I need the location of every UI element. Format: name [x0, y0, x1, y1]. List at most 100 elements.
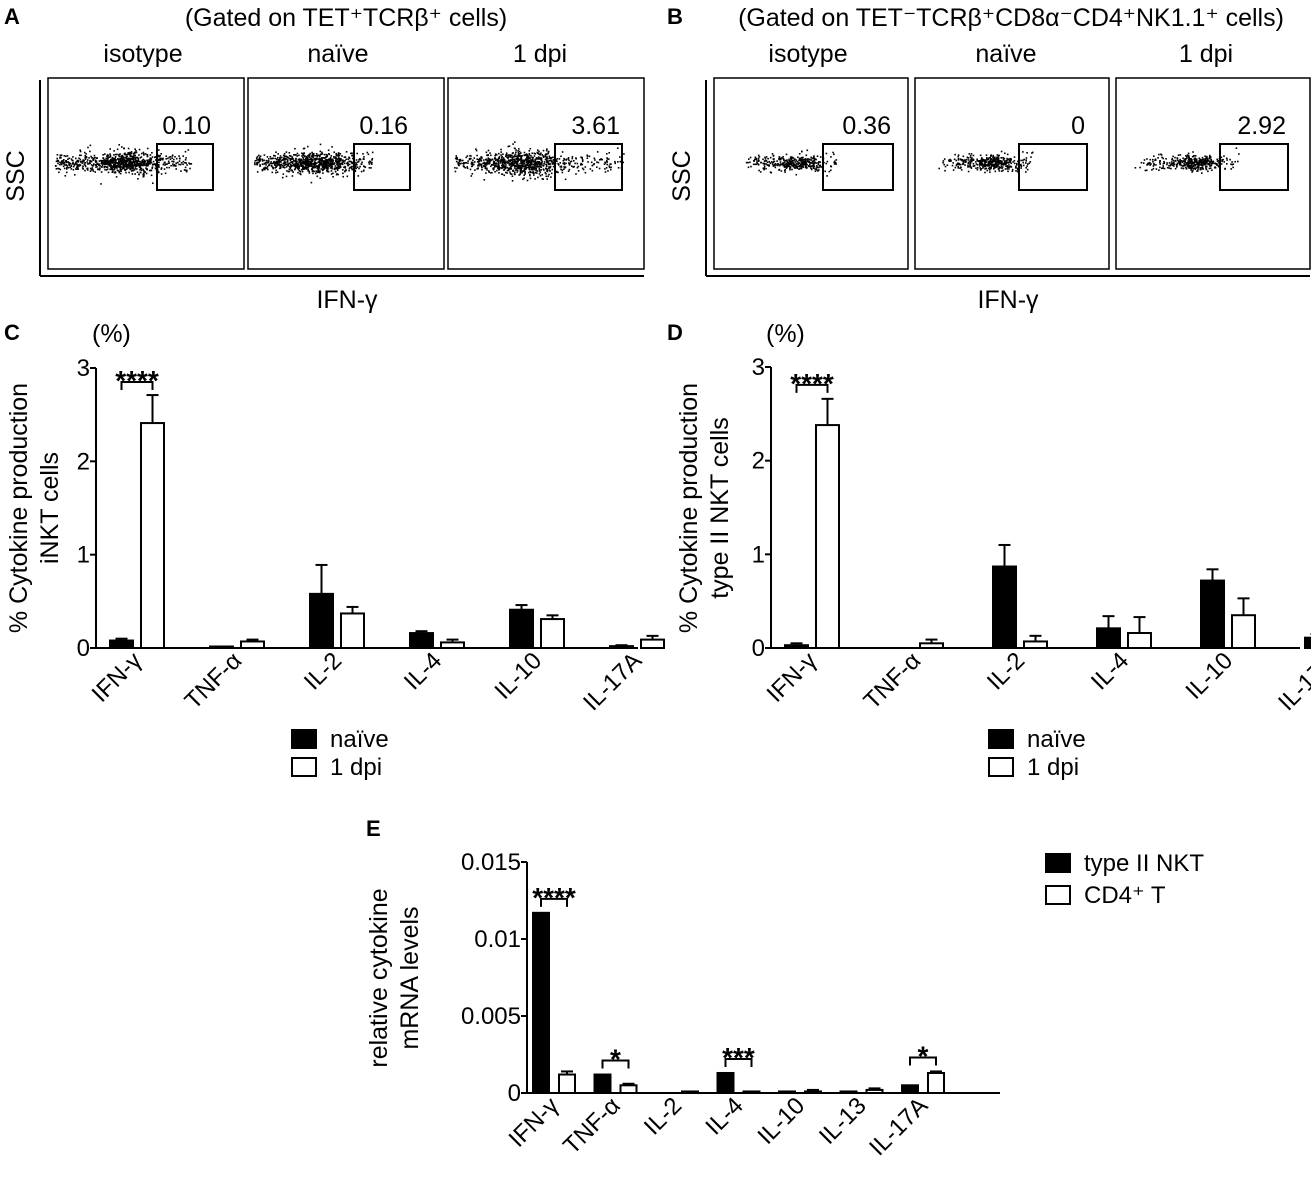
bar [839, 1090, 858, 1094]
y-axis-label-line1: % Cytokine production [5, 383, 33, 633]
x-tick-label: IL-17A [578, 647, 647, 716]
bar-group: IL-4 [399, 630, 465, 695]
gate-percentage: 0 [1071, 112, 1085, 140]
bar [619, 1084, 638, 1095]
bar-group: IFN-γ [762, 397, 840, 708]
y-axis-label: SSC [2, 150, 30, 201]
bar [1023, 640, 1048, 650]
x-tick-label: IL-13 [814, 1092, 872, 1150]
flow-plot-title: isotype [103, 40, 182, 68]
bar [919, 642, 944, 649]
significance-bracket [120, 381, 154, 390]
gating-title: (Gated on TET⁺TCRβ⁺ cells) [185, 4, 507, 32]
bar-group: IL-17A [1273, 632, 1311, 716]
bar [409, 632, 434, 649]
bar [340, 612, 365, 650]
x-tick-label: IL-2 [639, 1092, 687, 1140]
x-axis-label: IFN-γ [977, 286, 1039, 314]
legend-swatch [988, 729, 1014, 749]
significance-stars: *** [722, 1042, 755, 1073]
bar [140, 422, 165, 650]
panel-label: C [4, 320, 20, 345]
y-tick-label: 2 [752, 448, 765, 475]
gating-title: (Gated on TET⁻TCRβ⁺CD8α⁻CD4⁺NK1.1⁺ cells… [738, 4, 1284, 32]
flow-plot-title: isotype [768, 40, 847, 68]
x-tick-label: IL-4 [1086, 647, 1134, 695]
flow-plot: isotype 0.36 [713, 40, 909, 270]
legend-swatch [291, 757, 317, 777]
bar [109, 639, 134, 649]
significance-marker: **** [115, 365, 159, 396]
bar [558, 1073, 576, 1095]
bar [927, 1071, 945, 1094]
bar [540, 618, 565, 649]
bar-group: IL-4 [700, 1071, 761, 1140]
bar [784, 644, 809, 650]
panel-label: A [4, 4, 20, 29]
legend-swatch [1045, 853, 1071, 873]
significance-marker: *** [722, 1042, 755, 1073]
bar [1231, 614, 1256, 650]
x-tick-label: IL-17A [1273, 647, 1311, 716]
x-tick-label: TNF-α [859, 647, 927, 715]
flow-plot: naïve 0 [914, 40, 1110, 270]
bar [609, 645, 634, 650]
bar-group: IFN-γ [87, 394, 165, 708]
flow-plot: naïve 0.16 [247, 40, 445, 270]
gate-percentage: 2.92 [1237, 112, 1286, 140]
legend-swatch [988, 757, 1014, 777]
bar [804, 1090, 822, 1094]
legend-label: naïve [1027, 726, 1086, 753]
significance-bracket [795, 383, 829, 393]
gate-box [1219, 143, 1289, 191]
significance-bracket [601, 1059, 630, 1069]
bar [716, 1071, 735, 1094]
x-tick-label: IL-4 [399, 647, 447, 695]
bar-group: IL-10 [489, 604, 565, 705]
significance-bracket [724, 1057, 753, 1067]
y-tick-label: 2 [77, 448, 90, 475]
x-tick-label: TNF-α [558, 1092, 626, 1160]
y-unit-label: (%) [766, 320, 805, 348]
bar-group: IL-10 [1180, 568, 1256, 705]
flow-panel-B: B (Gated on TET⁻TCRβ⁺CD8α⁻CD4⁺NK1.1⁺ cell… [667, 4, 1311, 314]
y-tick-label: 3 [752, 354, 765, 381]
x-tick-label: IL-17A [864, 1092, 933, 1161]
bar [1127, 632, 1152, 649]
y-axis-label: SSC [668, 150, 696, 201]
bar-chart-C: C (%) % Cytokine production iNKT cells 0 1 2 3 I… [4, 320, 665, 781]
flow-plot: 1 dpi 3.61 [447, 40, 645, 270]
significance-stars: **** [532, 882, 576, 913]
bar [865, 1088, 884, 1095]
gate-percentage: 0.16 [359, 112, 408, 140]
flow-plot-title: 1 dpi [1179, 40, 1233, 68]
bar [742, 1090, 761, 1094]
panel-label: B [667, 4, 683, 29]
bar [509, 608, 534, 650]
legend-label: 1 dpi [1027, 754, 1079, 781]
scatter-cloud [1134, 147, 1240, 174]
x-tick-label: IL-2 [299, 647, 347, 695]
bar [209, 645, 234, 649]
scatter-cloud [454, 141, 625, 182]
scatter-cloud [254, 143, 374, 184]
flow-plot-frame [914, 77, 1110, 270]
bar [640, 638, 665, 649]
x-tick-label: IL-4 [700, 1092, 748, 1140]
bar-group: IL-4 [1086, 615, 1152, 695]
scatter-cloud [938, 150, 1034, 174]
y-unit-label: (%) [92, 320, 131, 348]
scatter-cloud [745, 149, 838, 177]
flow-plot: isotype 0.10 [47, 40, 245, 270]
bar-group: IL-2 [639, 1090, 699, 1140]
significance-stars: * [918, 1040, 929, 1071]
y-tick-label: 3 [77, 355, 90, 382]
y-tick-label: 1 [77, 542, 90, 569]
gate-percentage: 3.61 [571, 112, 620, 140]
legend-label: naïve [330, 726, 389, 753]
y-axis-label-line2: type II NKT cells [706, 417, 734, 599]
legend-label: type II NKT [1084, 850, 1204, 877]
x-tick-label: IFN-γ [87, 647, 148, 708]
x-tick-label: TNF-α [180, 647, 248, 715]
